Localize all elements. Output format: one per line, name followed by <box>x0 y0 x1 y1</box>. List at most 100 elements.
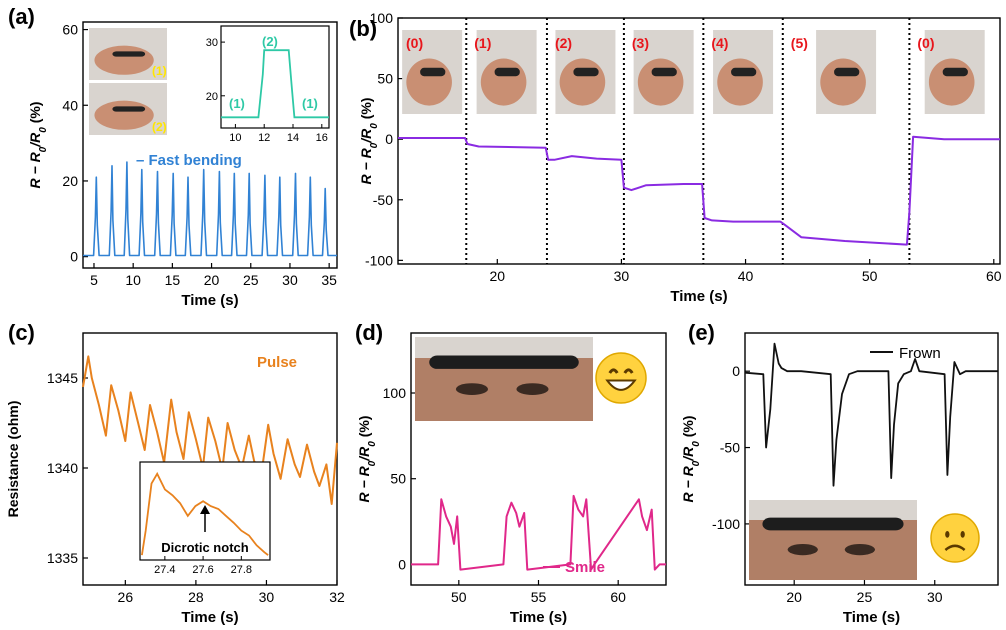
x-tick-label: 20 <box>786 589 802 605</box>
inset-x-tick-label: 14 <box>287 132 299 144</box>
y-tick-label: -100 <box>712 516 740 532</box>
x-axis-label: Time (s) <box>181 609 238 626</box>
y-tick-label: 0 <box>398 556 406 572</box>
y-axis-label: R − R0/R0 (%) <box>356 416 378 503</box>
photo-hand-gesture <box>924 30 985 114</box>
photo-label-2: (2) <box>152 120 167 134</box>
x-tick-label: 25 <box>857 589 873 605</box>
gesture-label: (5) <box>791 35 808 51</box>
photo-frown-face <box>749 500 917 580</box>
x-tick-label: 15 <box>165 272 181 288</box>
x-tick-label: 40 <box>738 268 754 284</box>
notch-annotation: Dicrotic notch <box>161 540 248 555</box>
y-tick-label: 100 <box>370 10 394 26</box>
inset-label-1-left: (1) <box>229 96 245 111</box>
gesture-label: (4) <box>711 35 728 51</box>
plot-frame-b <box>397 17 1001 265</box>
photo-hand-gesture <box>713 30 774 114</box>
gesture-label: (3) <box>632 35 649 51</box>
panel-label-c: (c) <box>8 320 35 345</box>
y-tick-label: 20 <box>62 173 78 189</box>
x-tick-label: 20 <box>204 272 220 288</box>
gesture-label: (0) <box>917 35 934 51</box>
x-axis-label: Time (s) <box>181 292 238 309</box>
x-tick-label: 26 <box>118 589 134 605</box>
grin-emoji-icon <box>595 352 647 404</box>
inset-series-c <box>141 471 269 556</box>
inset-x-tick-label: 27.8 <box>231 564 252 576</box>
y-tick-label: 0 <box>732 363 740 379</box>
series-pulse <box>82 355 338 505</box>
photo-finger-bent <box>89 83 167 135</box>
y-tick-label: 100 <box>383 385 407 401</box>
x-tick-label: 32 <box>329 589 345 605</box>
inset-x-tick-label: 27.6 <box>192 564 213 576</box>
inset-series-a <box>221 49 329 119</box>
x-tick-label: 30 <box>614 268 630 284</box>
x-axis-label: Time (s) <box>843 609 900 626</box>
panel-label-a: (a) <box>8 4 35 29</box>
panel-label-d: (d) <box>355 320 383 345</box>
x-tick-label: 30 <box>927 589 943 605</box>
inset-y-tick-label: 30 <box>206 37 218 49</box>
inset-x-tick-label: 12 <box>258 132 270 144</box>
photo-label-1: (1) <box>152 64 167 78</box>
plot-frame-a <box>82 21 338 269</box>
x-tick-label: 60 <box>610 589 626 605</box>
x-tick-label: 60 <box>986 268 1002 284</box>
inset-frame-a <box>220 25 330 129</box>
y-tick-label: 0 <box>70 249 78 265</box>
photo-smile-face <box>415 337 593 421</box>
x-tick-label: 55 <box>531 589 547 605</box>
y-tick-label: 1335 <box>47 550 78 566</box>
x-tick-label: 28 <box>188 589 204 605</box>
y-tick-label: -50 <box>720 440 740 456</box>
x-tick-label: 50 <box>862 268 878 284</box>
x-axis-label: Time (s) <box>510 609 567 626</box>
series-fast-bending <box>83 161 337 257</box>
gesture-label: (2) <box>555 35 572 51</box>
y-tick-label: 40 <box>62 97 78 113</box>
panel-label-b: (b) <box>349 16 377 41</box>
x-tick-label: 30 <box>282 272 298 288</box>
y-axis-label: R − R0/R0 (%) <box>358 98 380 185</box>
y-tick-label: 1340 <box>47 460 78 476</box>
plot-frame-e <box>744 332 999 586</box>
x-tick-label: 30 <box>259 589 275 605</box>
legend-frown: Frown <box>899 345 941 362</box>
x-axis-label: Time (s) <box>670 288 727 305</box>
y-axis-label: R − R0/R0 (%) <box>680 416 702 503</box>
panel-label-e: (e) <box>688 320 715 345</box>
inset-label-2: (2) <box>262 34 278 49</box>
y-tick-label: 0 <box>385 131 393 147</box>
inset-x-tick-label: 16 <box>316 132 328 144</box>
y-tick-label: -100 <box>365 252 393 268</box>
inset-x-tick-label: 10 <box>229 132 241 144</box>
y-axis-label: R − R0/R0 (%) <box>27 102 49 189</box>
legend-smile: Smile <box>565 559 605 576</box>
inset-y-tick-label: 20 <box>206 91 218 103</box>
gesture-label: (1) <box>474 35 491 51</box>
photo-hand-gesture <box>633 30 694 114</box>
photo-hand-gesture <box>402 30 463 114</box>
frown-emoji-icon <box>930 513 980 563</box>
x-tick-label: 25 <box>243 272 259 288</box>
y-tick-label: 60 <box>62 22 78 38</box>
x-tick-label: 20 <box>490 268 506 284</box>
x-tick-label: 50 <box>451 589 467 605</box>
photo-hand-gesture <box>476 30 537 114</box>
gesture-label: (0) <box>406 35 423 51</box>
x-tick-label: 35 <box>321 272 337 288</box>
x-tick-label: 10 <box>125 272 141 288</box>
legend-fast-bending: – Fast bending <box>136 152 242 169</box>
series-gestures <box>398 135 1000 246</box>
series-frown <box>744 342 998 487</box>
photo-hand-gesture <box>555 30 616 114</box>
notch-arrow-head <box>200 505 210 514</box>
x-tick-label: 5 <box>90 272 98 288</box>
series-smile <box>411 494 666 571</box>
y-tick-label: 50 <box>377 71 393 87</box>
photo-hand-gesture <box>816 30 877 114</box>
legend-pulse: Pulse <box>257 354 297 371</box>
